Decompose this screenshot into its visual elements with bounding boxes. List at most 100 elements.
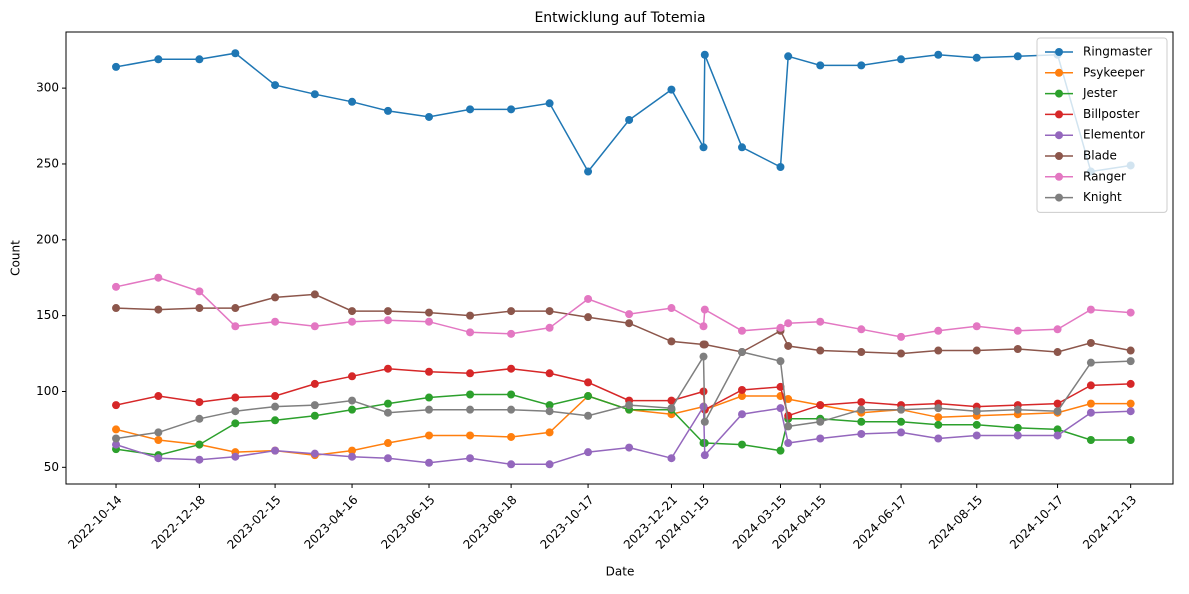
data-point	[154, 273, 163, 282]
data-point	[154, 392, 163, 401]
data-point	[784, 52, 793, 61]
data-point	[383, 399, 392, 408]
data-point	[348, 446, 357, 455]
data-point	[1126, 436, 1135, 445]
data-point	[700, 50, 709, 59]
data-point	[972, 407, 981, 416]
data-point	[348, 97, 357, 106]
data-point	[667, 85, 676, 94]
data-point	[271, 402, 280, 411]
data-point	[700, 417, 709, 426]
data-point	[699, 322, 708, 331]
data-point	[784, 439, 793, 448]
data-point	[738, 392, 747, 401]
data-point	[776, 382, 785, 391]
data-point	[348, 452, 357, 461]
data-point	[934, 413, 943, 422]
data-point	[154, 428, 163, 437]
data-point	[466, 431, 475, 440]
legend-label: Knight	[1083, 190, 1122, 204]
data-point	[1126, 407, 1135, 416]
data-point	[507, 432, 516, 441]
data-point	[195, 455, 204, 464]
y-tick-label: 150	[36, 308, 59, 322]
data-point	[667, 304, 676, 313]
data-point	[934, 326, 943, 335]
data-point	[425, 317, 434, 326]
data-point	[310, 411, 319, 420]
data-point	[507, 329, 516, 338]
data-point	[231, 407, 240, 416]
data-point	[383, 439, 392, 448]
data-point	[271, 317, 280, 326]
data-point	[1013, 423, 1022, 432]
data-point	[383, 316, 392, 325]
data-point	[625, 319, 634, 328]
data-point	[231, 419, 240, 428]
data-point	[699, 352, 708, 361]
y-tick-label: 100	[36, 384, 59, 398]
data-point	[231, 322, 240, 331]
data-point	[383, 106, 392, 115]
data-point	[112, 304, 121, 313]
data-point	[1086, 338, 1095, 347]
legend-marker	[1055, 152, 1063, 160]
data-point	[667, 454, 676, 463]
data-point	[584, 448, 593, 457]
data-point	[1126, 308, 1135, 317]
legend-box	[1036, 37, 1168, 213]
chart-title: Entwicklung auf Totemia	[534, 10, 705, 26]
data-point	[934, 50, 943, 59]
legend-label: Elementor	[1083, 128, 1145, 142]
data-point	[154, 305, 163, 314]
data-point	[195, 55, 204, 64]
legend-label: Ringmaster	[1083, 45, 1152, 59]
data-point	[784, 395, 793, 404]
y-tick-label: 250	[36, 156, 59, 170]
data-point	[584, 294, 593, 303]
data-point	[231, 304, 240, 313]
data-point	[112, 434, 121, 443]
data-point	[348, 317, 357, 326]
data-point	[231, 452, 240, 461]
data-point	[348, 372, 357, 381]
data-point	[584, 313, 593, 322]
data-point	[271, 416, 280, 425]
data-point	[584, 167, 593, 176]
data-point	[972, 346, 981, 355]
x-tick-label: 2024-08-15	[926, 493, 985, 552]
data-point	[625, 310, 634, 319]
data-point	[738, 143, 747, 152]
data-point	[545, 401, 554, 410]
data-point	[738, 440, 747, 449]
data-point	[195, 398, 204, 407]
data-point	[897, 349, 906, 358]
data-point	[776, 357, 785, 366]
data-point	[154, 55, 163, 64]
data-point	[972, 53, 981, 62]
legend-label: Billposter	[1083, 107, 1140, 121]
legend-marker	[1055, 193, 1063, 202]
data-point	[154, 436, 163, 445]
data-point	[584, 378, 593, 387]
data-point	[816, 417, 825, 426]
data-point	[425, 458, 434, 467]
data-point	[667, 396, 676, 405]
data-point	[425, 393, 434, 402]
data-point	[934, 420, 943, 429]
data-point	[816, 61, 825, 70]
data-point	[348, 405, 357, 414]
x-tick-label: 2023-08-18	[460, 493, 519, 552]
data-point	[271, 293, 280, 302]
legend-label: Psykeeper	[1083, 65, 1145, 79]
data-point	[154, 454, 163, 463]
data-point	[1053, 348, 1062, 357]
data-point	[507, 460, 516, 469]
x-tick-label: 2024-12-13	[1080, 493, 1139, 552]
legend-marker	[1055, 172, 1063, 181]
data-point	[112, 282, 121, 291]
data-point	[1086, 408, 1095, 417]
data-point	[545, 428, 554, 437]
legend-label: Jester	[1082, 86, 1117, 100]
